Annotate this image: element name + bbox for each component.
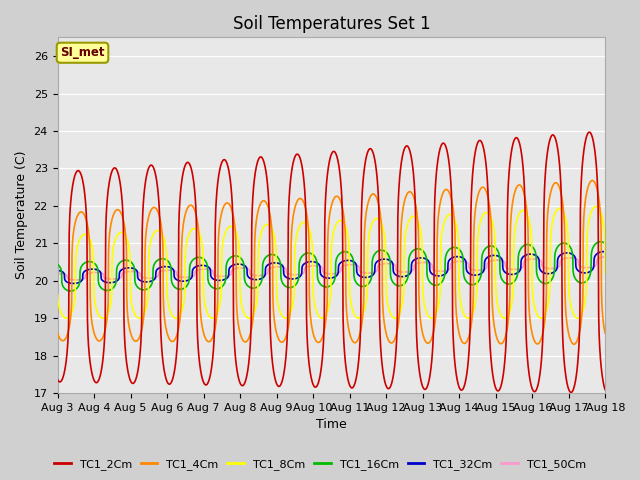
Y-axis label: Soil Temperature (C): Soil Temperature (C) <box>15 151 28 279</box>
Text: SI_met: SI_met <box>60 46 105 59</box>
X-axis label: Time: Time <box>316 419 347 432</box>
Legend: TC1_2Cm, TC1_4Cm, TC1_8Cm, TC1_16Cm, TC1_32Cm, TC1_50Cm: TC1_2Cm, TC1_4Cm, TC1_8Cm, TC1_16Cm, TC1… <box>49 455 591 474</box>
Title: Soil Temperatures Set 1: Soil Temperatures Set 1 <box>232 15 430 33</box>
